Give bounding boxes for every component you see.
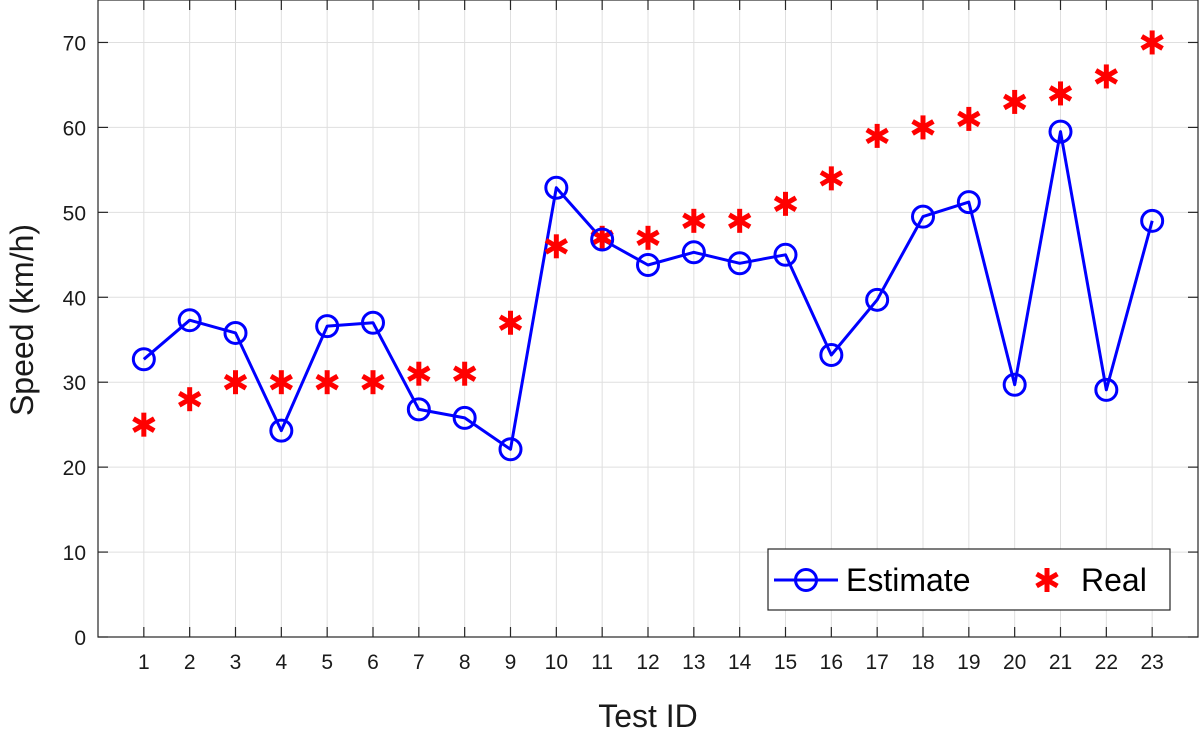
x-tick-label: 18 [911, 651, 934, 674]
x-tick-label: 16 [820, 651, 843, 674]
x-axis-label: Test ID [598, 698, 698, 734]
estimate-point [1094, 377, 1119, 402]
estimate-point [1140, 208, 1165, 233]
y-tick-label: 10 [63, 542, 86, 565]
real-point [728, 208, 752, 233]
y-tick-label: 60 [63, 117, 86, 140]
x-tick-label: 19 [957, 651, 980, 674]
plot-area [131, 30, 1165, 462]
x-tick-label: 3 [230, 651, 242, 674]
x-tick-label: 10 [545, 651, 568, 674]
estimate-point [361, 310, 385, 335]
real-point [269, 370, 293, 395]
estimate-point [773, 242, 798, 267]
x-tick-label: 12 [636, 651, 659, 674]
estimate-series-line [142, 130, 1154, 451]
real-point [957, 106, 981, 131]
legend-real-marker [1035, 568, 1059, 592]
real-point [223, 370, 248, 395]
x-tick-label: 11 [591, 651, 613, 674]
real-point [911, 115, 935, 140]
estimate-point [681, 240, 706, 265]
estimate-point [177, 308, 202, 333]
y-tick-label: 70 [63, 32, 86, 55]
real-point [1140, 30, 1164, 55]
real-point [636, 225, 660, 250]
y-tick-label: 30 [63, 372, 86, 395]
x-tick-label: 15 [774, 651, 797, 674]
estimate-point [269, 418, 294, 443]
estimate-point [223, 320, 248, 345]
x-tick-label: 22 [1095, 651, 1118, 674]
estimate-point [406, 397, 431, 422]
y-tick-label: 40 [63, 287, 86, 310]
real-point [132, 412, 156, 437]
real-point [682, 208, 706, 233]
estimate-point [1002, 372, 1027, 397]
x-tick-label: 5 [321, 651, 333, 674]
real-point [361, 370, 385, 395]
x-tick-label: 17 [865, 651, 888, 674]
estimate-point [315, 314, 340, 339]
x-tick-label: 1 [138, 651, 150, 674]
x-axis-ticks: 1 2 3 4 5 6 7 8 9 10 11 12 13 14 15 16 17 18 19 20 21 22 23 [138, 0, 1164, 674]
x-tick-label: 6 [367, 651, 379, 674]
x-tick-label: 2 [184, 651, 196, 674]
real-point [1003, 89, 1027, 114]
legend-real-label: Real [1081, 562, 1147, 598]
estimate-point [636, 252, 660, 277]
real-point [819, 166, 843, 191]
real-point [178, 387, 202, 412]
y-axis-ticks: 0 10 20 30 40 50 60 70 [63, 32, 1198, 650]
real-point [1094, 64, 1118, 89]
x-tick-label: 13 [682, 651, 705, 674]
estimate-point [727, 251, 752, 276]
real-point [773, 191, 798, 216]
real-point [544, 234, 568, 259]
real-point [498, 310, 523, 335]
x-tick-label: 14 [728, 651, 752, 674]
y-axis-label: Speed (km/h) [4, 224, 40, 416]
x-tick-label: 23 [1140, 651, 1163, 674]
grid-lines [98, 0, 1198, 638]
x-tick-label: 8 [459, 651, 471, 674]
legend-real-asterisk [1035, 568, 1059, 592]
y-tick-label: 50 [63, 202, 86, 225]
legend-estimate-marker [794, 568, 818, 592]
estimate-point [544, 175, 569, 200]
estimate-point [956, 190, 981, 215]
x-tick-label: 4 [275, 651, 287, 674]
estimate-point [911, 204, 935, 229]
estimate-point [131, 347, 156, 372]
real-point [1048, 81, 1073, 106]
real-point [865, 123, 889, 148]
estimate-point [498, 437, 523, 462]
estimate-point [452, 405, 477, 430]
x-tick-label: 7 [413, 651, 425, 674]
estimate-point [590, 227, 615, 252]
y-tick-label: 20 [63, 457, 86, 480]
x-tick-label: 9 [505, 651, 517, 674]
x-tick-label: 20 [1003, 651, 1026, 674]
x-tick-label: 21 [1049, 651, 1072, 674]
estimate-point [1048, 119, 1073, 144]
legend-estimate-label: Estimate [846, 562, 970, 598]
real-point [315, 370, 339, 395]
y-tick-label: 0 [74, 627, 86, 650]
real-point [407, 361, 431, 386]
real-point [453, 361, 477, 386]
estimate-point [819, 343, 844, 368]
estimate-point [865, 287, 890, 312]
legend: Estimate Real [767, 548, 1171, 611]
